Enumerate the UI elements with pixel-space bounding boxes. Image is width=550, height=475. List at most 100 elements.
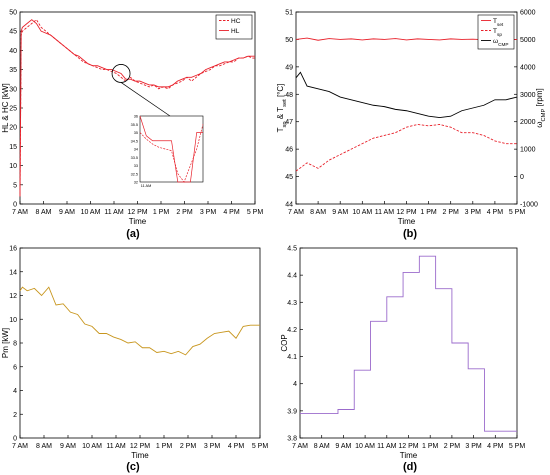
y-tick-label: 50	[285, 37, 293, 44]
series-line-a-1	[19, 19, 255, 197]
x-axis-label: Time	[129, 217, 147, 226]
x-tick-label: 2 PM	[180, 443, 197, 450]
x-tick-label: 11 AM	[375, 209, 394, 216]
legend-entry: HC	[231, 18, 241, 25]
y-tick-label: 4.5	[287, 246, 297, 253]
y-tick-label: 4	[293, 381, 297, 388]
x-axis-label: Time	[131, 451, 149, 460]
x-tick-label: 2 PM	[176, 209, 193, 216]
series-line-b-2	[295, 71, 518, 119]
x-tick-label: 5 PM	[509, 209, 526, 216]
x-tick-label: 9 AM	[335, 443, 351, 450]
y-tick-label: 45	[285, 174, 293, 181]
y-tick-label: 51	[285, 10, 293, 17]
inset-y-tick: 33.5	[131, 156, 138, 160]
y-tick-label: 4.4	[287, 273, 297, 280]
x-tick-label: 11 AM	[377, 443, 396, 450]
x-tick-label: 2 PM	[443, 209, 460, 216]
y-axis-label: Pm [kW]	[1, 328, 10, 358]
x-tick-label: 5 PM	[509, 443, 526, 450]
inset-y-tick: 34	[134, 148, 138, 152]
y-tick-label: 48	[285, 92, 293, 99]
x-tick-label: 7 AM	[292, 443, 308, 450]
y-tick-label: 30	[9, 86, 17, 93]
y-tick-label: 12	[9, 293, 17, 300]
inset-y-tick: 35.5	[131, 123, 138, 127]
x-tick-label: 3 PM	[465, 209, 482, 216]
x-tick-label: 5 PM	[247, 209, 264, 216]
y-tick-label: 0	[13, 436, 17, 443]
chart-panel-b: (b) 7 AM 8 AM 9 AM 10 AM 11 AM 12 PM 1 PM 2 PM 3…	[276, 10, 547, 241]
series-line-d-0	[300, 255, 517, 432]
x-tick-label: 10 AM	[81, 209, 101, 216]
y2-tick-label: 3000	[520, 92, 536, 99]
y-tick-label: 0	[13, 202, 17, 209]
x-tick-label: 8 AM	[36, 443, 52, 450]
x-tick-label: 11 AM	[106, 443, 125, 450]
plot-frame-a	[19, 11, 256, 205]
caption-c: (c)	[126, 461, 140, 473]
zoom-connector	[120, 82, 171, 117]
x-tick-label: 7 AM	[12, 209, 28, 216]
x-tick-label: 3 PM	[200, 209, 217, 216]
inset-y-tick: 34.5	[131, 139, 138, 143]
x-tick-label: 10 AM	[82, 443, 102, 450]
y-tick-label: 8	[13, 341, 17, 348]
legend-entry: Tsp	[493, 28, 502, 37]
y2-tick-label: 0	[520, 174, 524, 181]
x-tick-label: 9 AM	[59, 209, 75, 216]
y-axis-label: COP	[280, 334, 289, 351]
series-line-b-1	[295, 124, 517, 172]
x-tick-label: 7 AM	[12, 443, 28, 450]
inset-y-tick: 36	[134, 115, 138, 119]
y2-tick-label: -1000	[520, 202, 538, 209]
y-tick-label: 4.1	[287, 354, 297, 361]
x-tick-label: 8 AM	[36, 209, 52, 216]
x-tick-label: 12 PM	[398, 443, 418, 450]
y-tick-label: 49	[285, 64, 293, 71]
caption-a: (a)	[126, 228, 140, 240]
y-tick-label: 14	[9, 269, 17, 276]
x-tick-label: 1 PM	[420, 209, 437, 216]
plot-frame-c	[19, 247, 261, 439]
y-tick-label: 10	[9, 317, 17, 324]
y-tick-label: 44	[285, 202, 293, 209]
y-axis-label: HL & HC [kW]	[1, 83, 10, 132]
x-tick-label: 3 PM	[204, 443, 221, 450]
x-tick-label: 5 PM	[252, 443, 269, 450]
chart-panel-c: (c) 7 AM 8 AM 9 AM 10 AM 11 AM 12 PM 1 PM 2 PM 3…	[1, 246, 268, 474]
y-tick-label: 50	[9, 10, 17, 17]
y-tick-label: 16	[9, 246, 17, 253]
y2-tick-label: 6000	[520, 10, 536, 17]
x-tick-label: 4 PM	[487, 443, 504, 450]
x-axis-label: Time	[398, 217, 416, 226]
x-tick-label: 9 AM	[332, 209, 348, 216]
inset-series-line-0	[139, 124, 204, 183]
y-tick-label: 15	[9, 144, 17, 151]
chart-panel-a: (a) 7 AM 8 AM 9 AM 10 AM 11 AM 12 PM 1 PM 2 PM 3…	[1, 10, 263, 241]
x-tick-label: 10 AM	[355, 443, 375, 450]
inset-frame	[139, 115, 204, 183]
x-tick-label: 11 AM	[104, 209, 123, 216]
legend-entry: HL	[231, 28, 240, 35]
x-tick-label: 10 AM	[352, 209, 372, 216]
y-tick-label: 3.9	[287, 408, 297, 415]
x-tick-label: 1 PM	[422, 443, 439, 450]
inset-y-tick: 35	[134, 131, 138, 135]
x-tick-label: 3 PM	[465, 443, 482, 450]
plot-frame-d	[299, 247, 518, 439]
y-tick-label: 4.3	[287, 300, 297, 307]
series-line-c-0	[19, 286, 260, 356]
y2-axis-label: ωCMP [rpm]	[535, 88, 547, 127]
y-tick-label: 3.8	[287, 436, 297, 443]
x-tick-label: 12 PM	[127, 209, 147, 216]
x-tick-label: 12 PM	[396, 209, 416, 216]
y-axis-label: Tsp & Tset [°C]	[276, 84, 288, 133]
y-tick-label: 46	[285, 147, 293, 154]
x-tick-label: 7 AM	[288, 209, 304, 216]
x-tick-label: 9 AM	[60, 443, 76, 450]
x-tick-label: 12 PM	[130, 443, 150, 450]
inset-x-tick: 11 AM	[141, 184, 151, 188]
x-tick-label: 8 AM	[314, 443, 330, 450]
